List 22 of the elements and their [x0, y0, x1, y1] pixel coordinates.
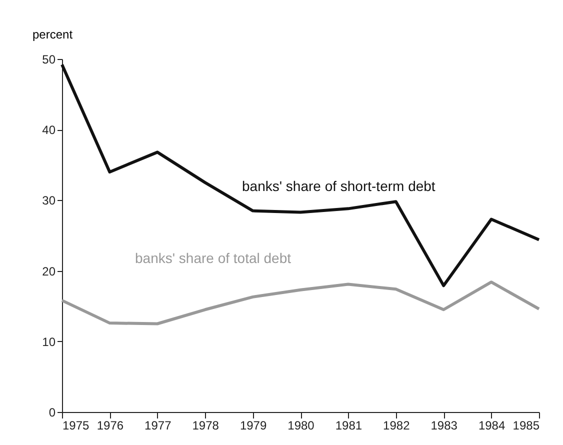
- x-tick-label: 1979: [240, 418, 267, 432]
- y-tick-label: 40: [42, 123, 56, 138]
- line-series: [60, 280, 540, 326]
- x-tick-label: 1981: [335, 418, 362, 432]
- y-tick-label: 20: [42, 264, 56, 278]
- y-tick-label: 0: [48, 406, 56, 420]
- x-tick-label: 1983: [430, 418, 458, 432]
- x-tick-label: 1980: [288, 418, 315, 432]
- x-tick-label: 1975: [62, 418, 90, 432]
- x-tick-label: 1985: [512, 418, 540, 432]
- y-axis-title: percent: [32, 28, 74, 42]
- y-tick-label: 50: [42, 52, 56, 66]
- series-label: banks' share of short-term debt: [242, 178, 436, 194]
- x-tick-label: 1982: [383, 418, 410, 432]
- x-tick-label: 1984: [478, 418, 506, 432]
- series-label: banks' share of total debt: [135, 250, 292, 266]
- x-tick-label: 1978: [192, 418, 220, 432]
- x-tick-label: 1977: [144, 418, 172, 432]
- line-series: [60, 63, 540, 288]
- y-tick-label: 10: [42, 334, 56, 349]
- y-tick-label: 30: [42, 194, 56, 208]
- x-tick-label: 1976: [96, 418, 124, 432]
